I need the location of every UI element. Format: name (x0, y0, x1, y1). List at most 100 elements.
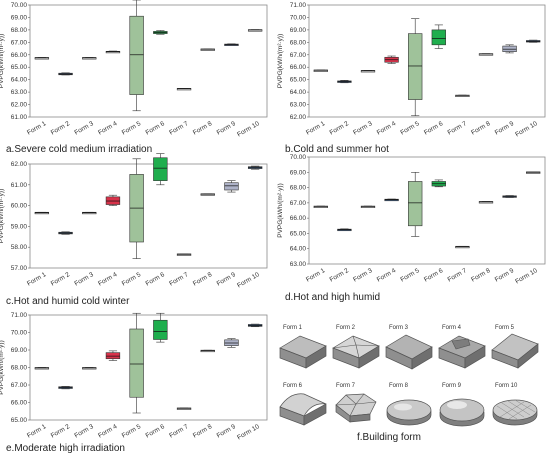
box-1 (34, 57, 50, 60)
x-tick-label: Form 6 (423, 120, 445, 137)
box-2 (58, 72, 73, 76)
y-tick-label: 65.00 (11, 417, 28, 424)
y-tick-label: 65.00 (290, 77, 307, 84)
x-tick-label: Form 9 (216, 423, 238, 440)
y-tick-label: 60.00 (11, 203, 28, 210)
x-tick-label: Form 7 (168, 120, 190, 137)
x-tick-label: Form 1 (305, 267, 327, 284)
box-7 (176, 88, 192, 91)
y-tick-label: 71.00 (11, 312, 28, 319)
x-tick-label: Form 4 (97, 423, 119, 440)
y-tick-label: 64.00 (290, 246, 307, 253)
box-6 (153, 153, 168, 186)
chart-panel-1: 61.00 62.00 63.00 64.00 65.00 66.00 67.00 68.00… (0, 0, 268, 155)
form-label-4: Form 4 (442, 325, 462, 331)
x-tick-label: Form 7 (447, 267, 469, 284)
box-iqr (82, 211, 97, 215)
y-tick-label: 67.00 (290, 200, 307, 207)
y-tick-label: 65.00 (11, 64, 28, 71)
box-3 (82, 57, 97, 60)
x-tick-label: Form 2 (50, 423, 72, 440)
box-8 (200, 48, 215, 51)
y-tick-label: 67.00 (11, 382, 28, 389)
box-1 (34, 367, 50, 370)
y-tick-label: 70.00 (11, 2, 28, 9)
box-iqr (224, 182, 239, 191)
y-tick-label: 68.00 (290, 185, 307, 192)
x-tick-label: Form 9 (494, 120, 516, 137)
chart-panel-4: 63.00 64.00 65.00 66.00 67.00 68.00 69.00 70.00… (277, 154, 546, 303)
form-label-9: Form 9 (442, 383, 462, 389)
box-6 (431, 179, 446, 188)
box-iqr (408, 181, 423, 227)
form-label-1: Form 1 (283, 325, 303, 331)
box-3 (82, 211, 97, 215)
form-10-shape (492, 399, 538, 426)
x-tick-label: Form 3 (73, 120, 95, 137)
x-tick-label: Form 6 (145, 120, 167, 137)
x-tick-label: Form 4 (376, 120, 398, 137)
y-tick-label: 71.00 (290, 2, 307, 9)
y-tick-label: 63.00 (290, 102, 307, 109)
form-9-shape (439, 398, 485, 427)
box-10 (247, 165, 263, 170)
x-tick-label: Form 5 (121, 423, 143, 440)
y-tick-label: 62.00 (290, 114, 307, 121)
box-3 (360, 70, 376, 73)
box-7 (455, 94, 470, 97)
y-tick-label: 69.00 (11, 347, 28, 354)
box-iqr (34, 211, 50, 215)
box-9 (502, 44, 517, 54)
x-tick-label: Form 10 (236, 423, 261, 441)
x-tick-label: Form 2 (329, 267, 351, 284)
form-label-2: Form 2 (336, 325, 356, 331)
form-label-6: Form 6 (283, 383, 303, 389)
chart-caption: e.Moderate high irradiation (6, 443, 125, 454)
x-tick-label: Form 7 (168, 423, 190, 440)
chart-panel-3: 57.00 58.00 59.00 60.00 61.00 62.00 PVPG(kWh/(… (0, 153, 268, 307)
box-6 (153, 30, 168, 35)
chart-caption: b.Cold and summer hot (285, 144, 389, 155)
y-axis-label: PVPG(kWh/(m²·y)) (0, 340, 5, 395)
y-tick-label: 70.00 (290, 14, 307, 21)
x-tick-label: Form 6 (145, 423, 167, 440)
box-6 (431, 24, 446, 49)
x-tick-label: Form 2 (50, 120, 72, 137)
x-tick-label: Form 10 (236, 120, 261, 138)
box-7 (455, 245, 470, 249)
x-tick-label: Form 6 (145, 271, 167, 288)
box-8 (478, 53, 494, 56)
y-tick-label: 68.00 (11, 365, 28, 372)
x-tick-label: Form 1 (26, 271, 48, 288)
y-tick-label: 66.00 (290, 215, 307, 222)
form-6-shape (279, 393, 327, 426)
x-tick-label: Form 4 (97, 120, 119, 137)
box-10 (247, 29, 263, 32)
form-3-shape (385, 334, 433, 370)
chart-caption: c.Hot and humid cold winter (6, 296, 130, 307)
box-4 (384, 55, 399, 64)
form-7-shape (335, 393, 377, 423)
plot-frame (308, 156, 546, 265)
x-tick-label: Form 7 (168, 271, 190, 288)
x-tick-label: Form 9 (216, 271, 238, 288)
y-axis-label: PVPG(kWh/(m²·y)) (0, 189, 5, 244)
y-tick-label: 69.00 (290, 27, 307, 34)
form-label-5: Form 5 (495, 325, 515, 331)
y-tick-label: 68.00 (11, 27, 28, 34)
y-tick-label: 67.00 (290, 52, 307, 59)
x-tick-label: Form 9 (494, 267, 516, 284)
box-3 (82, 367, 97, 370)
form-label-7: Form 7 (336, 383, 356, 389)
box-iqr (129, 328, 144, 398)
box-10 (526, 171, 541, 174)
box-7 (176, 407, 192, 410)
form-label-8: Form 8 (389, 383, 409, 389)
box-iqr (153, 319, 168, 340)
x-tick-label: Form 1 (305, 120, 327, 137)
x-tick-label: Form 1 (26, 120, 48, 137)
x-tick-label: Form 4 (97, 271, 119, 288)
form-5-shape (491, 333, 539, 369)
y-tick-label: 70.00 (290, 154, 307, 161)
